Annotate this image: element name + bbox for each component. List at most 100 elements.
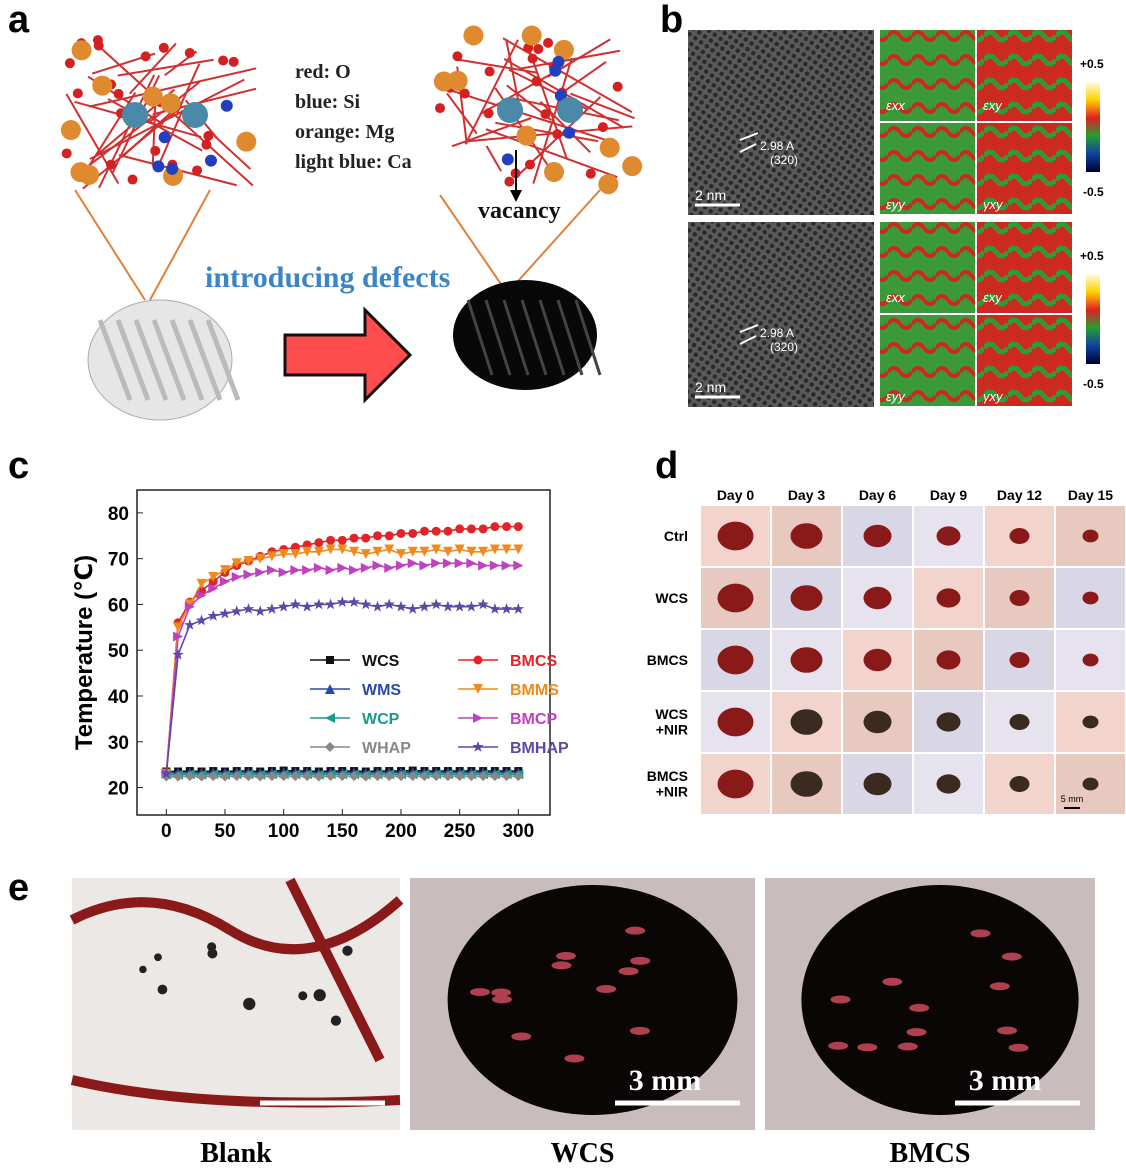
tissue-gap — [970, 929, 991, 938]
marker — [453, 600, 466, 612]
atom-si — [220, 99, 233, 112]
atom-o — [203, 130, 214, 141]
wound — [863, 648, 892, 672]
series-line — [165, 548, 519, 774]
atom-mg — [92, 75, 113, 96]
atom-si — [204, 154, 217, 167]
marker — [371, 600, 384, 612]
bone-tissue — [285, 877, 385, 1063]
marker — [466, 558, 477, 569]
atom-mg — [71, 40, 92, 61]
strain-map — [880, 123, 975, 214]
atom-o — [158, 42, 169, 53]
strain-label: εyy — [886, 389, 906, 404]
marker — [348, 596, 360, 608]
wound — [790, 585, 823, 611]
scale-label: 3 mm — [969, 1064, 1041, 1097]
marker — [372, 771, 383, 782]
strut — [556, 299, 584, 376]
vacancy-label: vacancy — [478, 198, 561, 224]
marker — [314, 538, 324, 548]
marker — [430, 598, 442, 610]
marker — [360, 562, 371, 573]
marker — [418, 600, 431, 612]
marker — [419, 546, 430, 557]
day-label: Day 9 — [930, 487, 968, 503]
marker — [290, 565, 301, 576]
panel-label: e — [8, 867, 29, 909]
strain-label: γxy — [983, 197, 1004, 212]
tissue-gap — [596, 985, 617, 994]
atom-o — [127, 174, 138, 185]
marker — [384, 531, 394, 541]
atom-ca — [182, 102, 208, 128]
marker — [195, 614, 208, 626]
marker — [360, 549, 371, 560]
marker — [431, 771, 442, 782]
tem-image — [688, 222, 874, 407]
marker — [419, 526, 429, 536]
marker — [302, 546, 313, 557]
marker — [372, 560, 383, 571]
y-tick-label: 70 — [108, 550, 129, 571]
bond — [464, 39, 519, 145]
marker — [454, 558, 465, 569]
strain-map — [880, 30, 975, 121]
marker — [384, 771, 395, 782]
tissue-gap — [909, 1003, 930, 1012]
marker — [290, 549, 301, 560]
lattice-plane: (320) — [770, 340, 798, 354]
tissue-gap — [551, 961, 572, 970]
plot-frame — [136, 489, 551, 816]
marker — [231, 571, 242, 582]
legend-label: BMHAP — [510, 740, 569, 757]
marker — [473, 684, 483, 694]
atom-o — [150, 145, 161, 156]
panel-label: d — [655, 445, 678, 487]
tissue-gap — [830, 995, 851, 1004]
wound — [717, 707, 754, 737]
red-arrow — [283, 306, 413, 404]
atom-o — [585, 168, 596, 179]
x-tick-label: 200 — [385, 821, 417, 842]
strut — [187, 319, 223, 401]
wound — [790, 709, 823, 735]
bond — [446, 92, 478, 135]
tem-scale: 2 nm — [695, 379, 726, 395]
pore — [157, 984, 168, 995]
guide-line — [509, 189, 601, 291]
atom-mg — [516, 125, 537, 146]
legend-label: WCS — [362, 653, 400, 670]
marker — [255, 771, 266, 782]
image-label: WCS — [551, 1138, 615, 1169]
tissue-gap — [906, 1028, 927, 1037]
marker — [408, 528, 418, 538]
pore — [139, 965, 147, 974]
atom-si — [152, 160, 165, 173]
marker — [325, 742, 335, 752]
marker — [513, 522, 523, 532]
marker — [172, 648, 184, 660]
y-tick-label: 20 — [108, 779, 129, 800]
lattice-arrow — [739, 324, 759, 345]
atom-ca — [497, 97, 523, 123]
strain-label: εxx — [886, 290, 905, 305]
marker — [489, 603, 501, 614]
marker — [196, 771, 207, 782]
atom-o — [540, 109, 551, 120]
marker — [266, 565, 277, 576]
marker — [336, 596, 349, 608]
legend-text: blue: Si — [295, 91, 360, 113]
atom-o — [597, 122, 608, 133]
lattice-spacing: 2.98 A — [760, 139, 794, 153]
atom-o — [533, 43, 544, 54]
tem-image — [688, 30, 874, 215]
atom-o — [531, 76, 542, 87]
atom-si — [166, 162, 179, 175]
marker — [513, 560, 524, 571]
group-label: WCS — [655, 590, 688, 606]
wound — [1082, 591, 1099, 605]
marker — [325, 544, 336, 555]
x-tick-label: 0 — [161, 821, 172, 842]
